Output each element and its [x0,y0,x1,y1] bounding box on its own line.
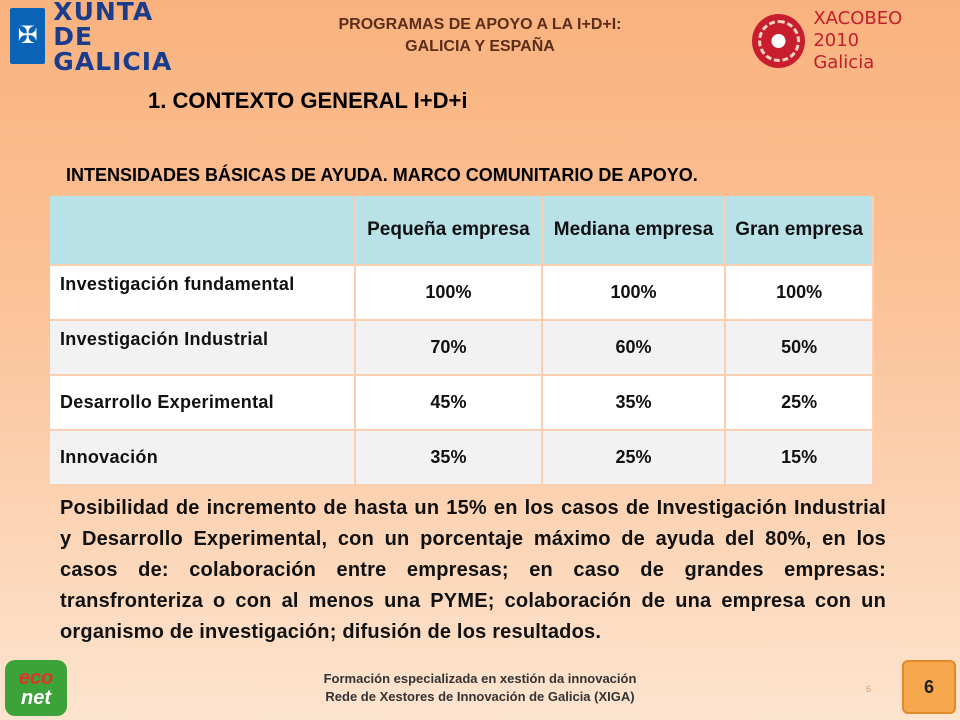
table-cell: 70% [355,320,543,376]
paragraph-highlight-15-percent: 15% [446,497,487,519]
footer-line2: Rede de Xestores de Innovación de Galici… [325,689,635,704]
xunta-de-galicia-logo: ✠ XUNTA DE GALICIA [10,0,195,74]
support-increase-paragraph: Posibilidad de incremento de hasta un 15… [60,493,886,648]
row-label: Desarrollo Experimental [50,375,356,431]
table-cell: 35% [355,430,543,486]
row-label: Investigación Industrial [50,320,356,376]
column-header-medium-enterprise: Mediana empresa [541,196,727,266]
table-title: INTENSIDADES BÁSICAS DE AYUDA. MARCO COM… [66,165,698,185]
footer-line1: Formación especializada en xestión da in… [323,671,637,686]
table-row: Desarrollo Experimental 45% 35% 25% [50,375,874,431]
table-cell: 100% [725,265,874,321]
xunta-logo-line2: DE GALICIA [53,21,173,76]
table-cell: 45% [355,375,543,431]
table-row: Investigación fundamental 100% 100% 100% [50,265,874,321]
table-cell: 60% [541,320,727,376]
econet-logo-line2: net [21,687,51,709]
row-label: Innovación [50,430,356,486]
table-cell: 25% [725,375,874,431]
table-cell: 25% [541,430,727,486]
table-header-row: Pequeña empresa Mediana empresa Gran emp… [50,196,874,266]
page-number-badge: 6 [902,660,956,714]
row-label: Investigación fundamental [50,265,356,321]
paragraph-highlight-80-percent: 80% [765,528,806,550]
column-header-large-enterprise: Gran empresa [725,196,874,266]
table-cell: 100% [541,265,727,321]
table-cell: 50% [725,320,874,376]
header-title: PROGRAMAS DE APOYO A LA I+D+I: GALICIA Y… [270,14,690,58]
xacobeo-logo-line2: Galicia [813,52,875,73]
table-cell: 15% [725,430,874,486]
paragraph-text: en los casos de Investigación Industrial… [60,497,886,550]
header-title-line2: GALICIA Y ESPAÑA [405,38,555,55]
column-header-small-enterprise: Pequeña empresa [355,196,543,266]
table-row: Innovación 35% 25% 15% [50,430,874,486]
xacobeo-logo-line1: XACOBEO 2010 [813,8,903,51]
paragraph-text: Posibilidad de incremento de hasta un [60,497,447,519]
xacobeo-logo-text: XACOBEO 2010 Galicia [813,8,952,74]
econet-logo: eco net [5,660,67,716]
econet-logo-line1: eco [18,667,54,689]
xacobeo-2010-logo: XACOBEO 2010 Galicia [752,8,952,74]
table-cell: 35% [541,375,727,431]
table-row: Investigación Industrial 70% 60% 50% [50,320,874,376]
xunta-logo-line1: XUNTA [53,0,154,26]
aid-intensity-table: Pequeña empresa Mediana empresa Gran emp… [50,196,874,486]
table-cell: 100% [355,265,543,321]
footer-small-number: 6 [866,684,872,694]
galicia-shield-icon: ✠ [10,8,46,64]
section-title: 1. CONTEXTO GENERAL I+D+i [148,88,468,113]
xunta-logo-text: XUNTA DE GALICIA [53,0,195,74]
table-corner-cell [50,196,356,266]
paragraph-text: , en los casos de: colaboración entre em… [60,528,886,643]
xacobeo-emblem-icon [752,14,806,68]
header-title-line1: PROGRAMAS DE APOYO A LA I+D+I: [338,16,622,33]
footer-text: Formación especializada en xestión da in… [270,670,690,706]
